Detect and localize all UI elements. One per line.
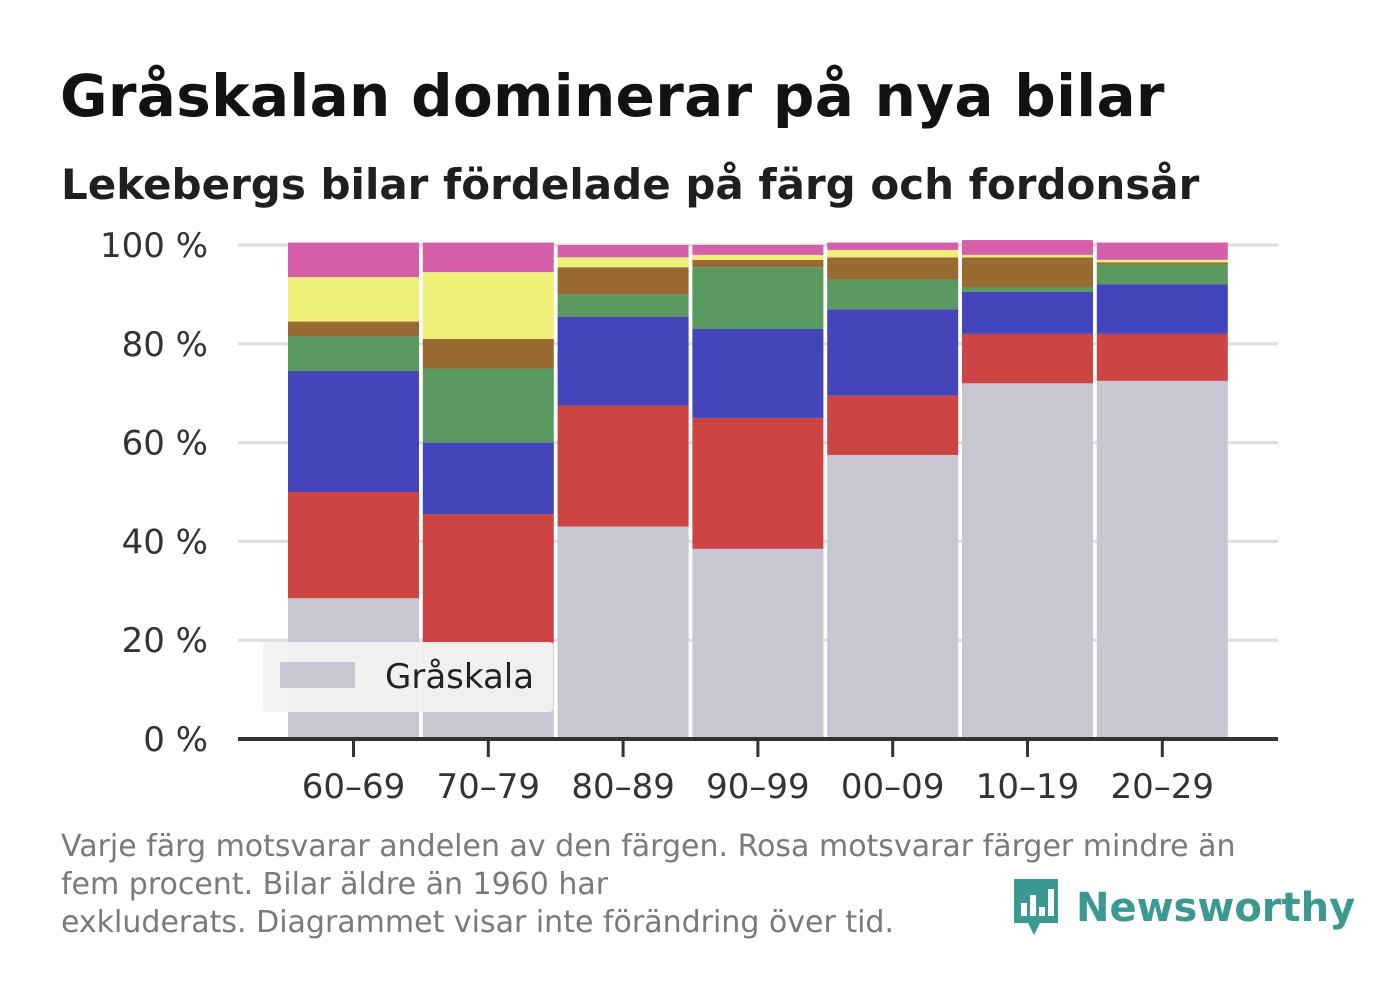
bar-segment xyxy=(1096,259,1228,263)
bar-segment xyxy=(692,259,824,268)
bar-segment xyxy=(827,242,959,250)
bar-segment xyxy=(827,279,959,310)
bar-segment xyxy=(692,417,824,549)
x-tick-label: 10–19 xyxy=(976,767,1080,807)
legend: Gråskala xyxy=(263,642,553,712)
brand-name: Newsworthy xyxy=(1076,885,1356,931)
bar-segment xyxy=(962,291,1093,334)
stacked-bar-chart: 0 % 20 % 40 % 60 % 80 % 100 % 60–69 70–79 80–89 9… xyxy=(100,226,1278,807)
caption-line-3: exkluderats. Diagrammet visar inte förän… xyxy=(61,905,895,940)
bar-segment xyxy=(827,395,959,455)
x-tick-label: 70–79 xyxy=(437,767,541,807)
bar-segment xyxy=(962,383,1093,739)
x-tick-label: 80–89 xyxy=(571,767,675,807)
x-tick-label: 00–09 xyxy=(841,767,945,807)
legend-swatch xyxy=(280,662,355,688)
y-tick-label: 80 % xyxy=(122,325,208,365)
newsworthy-brand: Newsworthy xyxy=(1010,876,1355,940)
caption-line-1: Varje färg motsvarar andelen av den färg… xyxy=(61,829,1236,864)
caption-line-2: fem procent. Bilar äldre än 1960 har xyxy=(61,867,609,902)
x-tick-label: 60–69 xyxy=(302,767,406,807)
bar-segment xyxy=(827,257,959,280)
bar-segment xyxy=(962,254,1093,258)
bar-segment xyxy=(1096,284,1228,334)
bar-segment xyxy=(692,267,824,329)
bar-segment xyxy=(692,328,824,418)
bar-segment xyxy=(557,294,689,317)
x-tick-label: 90–99 xyxy=(706,767,810,807)
x-tick-label: 20–29 xyxy=(1111,767,1215,807)
bar-segment xyxy=(827,454,959,739)
bar-segment xyxy=(422,442,554,515)
bar-segment xyxy=(557,405,689,527)
bar-segment xyxy=(692,254,824,260)
bar-segment xyxy=(962,257,1093,287)
bar-segment xyxy=(288,242,419,278)
bar-segment xyxy=(557,267,689,295)
bar-segment xyxy=(422,242,554,273)
legend-box xyxy=(263,642,553,712)
bar-segment xyxy=(962,286,1093,292)
bar-segment xyxy=(692,548,824,739)
chart-subtitle: Lekebergs bilar fördelade på färg och fo… xyxy=(61,160,1200,209)
bar-segment xyxy=(288,336,419,371)
newsworthy-logo-icon xyxy=(1014,879,1058,935)
bar-segment xyxy=(288,277,419,322)
chart-title: Gråskalan dominerar på nya bilar xyxy=(60,62,1165,130)
bar-segment xyxy=(288,370,419,492)
bar-segment xyxy=(422,514,554,643)
bar-segment xyxy=(422,272,554,339)
bar-segment xyxy=(288,321,419,337)
bar-segment xyxy=(827,249,959,258)
bar-segment xyxy=(1096,333,1228,381)
bar-segment xyxy=(962,240,1093,255)
bar-segment xyxy=(962,333,1093,384)
y-tick-label: 20 % xyxy=(122,621,208,661)
bar-segment xyxy=(557,316,689,406)
legend-label: Gråskala xyxy=(385,657,534,697)
y-tick-label: 100 % xyxy=(100,226,208,266)
bar-segment xyxy=(557,257,689,268)
y-tick-label: 40 % xyxy=(122,522,208,562)
bar-segment xyxy=(1096,262,1228,265)
bar-segment xyxy=(827,309,959,396)
bar-segment xyxy=(1096,380,1228,739)
bar-segment xyxy=(422,368,554,443)
chart-caption: Varje färg motsvarar andelen av den färg… xyxy=(61,828,1301,940)
y-tick-label: 60 % xyxy=(122,424,208,464)
bar-segment xyxy=(422,338,554,369)
bar-segment xyxy=(1096,264,1228,285)
bar-segment xyxy=(1096,242,1228,260)
bar-segment xyxy=(557,526,689,739)
y-tick-label: 0 % xyxy=(143,720,208,760)
bar-segment xyxy=(692,245,824,255)
bar-segment xyxy=(288,492,419,599)
bar-segment xyxy=(557,245,689,258)
axes: 0 % 20 % 40 % 60 % 80 % 100 % 60–69 70–79 80–89 9… xyxy=(100,226,1278,807)
